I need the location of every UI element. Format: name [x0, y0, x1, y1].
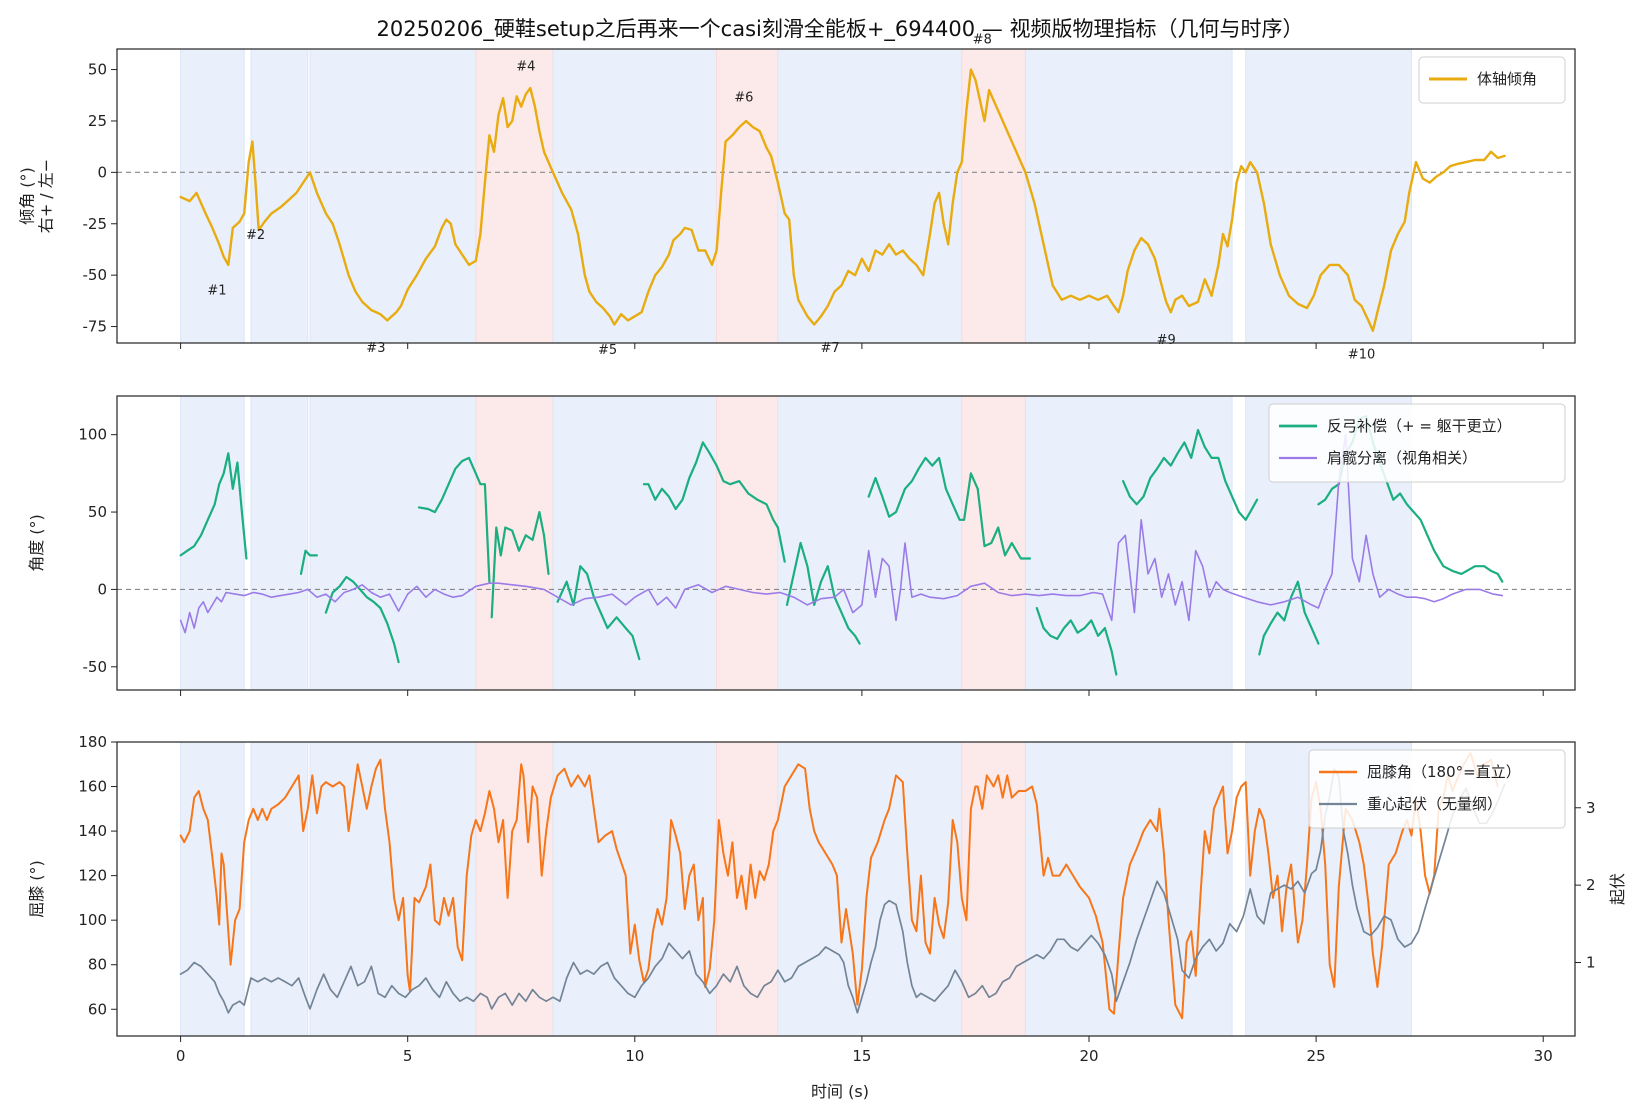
segment-band-6 — [716, 48, 779, 344]
series-line-1-0-5 — [556, 565, 641, 661]
series-line-1-0-9 — [1035, 606, 1118, 676]
series-line-1-0-4 — [490, 510, 550, 619]
segment-band-1 — [180, 48, 245, 344]
legend-entry: 体轴倾角 — [1477, 70, 1537, 88]
y-tick-label: 0 — [97, 163, 107, 181]
y-tick-label: 100 — [78, 911, 107, 929]
y-axis-label: 屈膝 (°) — [27, 860, 46, 918]
y-axis-label: 右+ / 左− — [37, 159, 56, 233]
segment-band-7 — [777, 741, 963, 1037]
segment-label-8: #8 — [973, 33, 992, 48]
y-tick-label: 50 — [88, 503, 107, 521]
series-line-1-0-2 — [324, 575, 400, 664]
segment-label-5: #5 — [598, 343, 617, 358]
segment-band-9 — [1024, 48, 1233, 344]
segment-band-2 — [250, 48, 309, 344]
x-tick-label: 5 — [403, 1047, 413, 1065]
segment-label-9: #9 — [1157, 333, 1176, 348]
segment-band-8 — [961, 395, 1026, 691]
segment-band-7 — [777, 395, 963, 691]
legend-entry: 屈膝角（180°=直立） — [1367, 763, 1521, 781]
y-tick-label: 60 — [88, 1000, 107, 1018]
axes-frame — [116, 395, 1576, 691]
segment-label-4: #4 — [516, 59, 535, 74]
segment-label-1: #1 — [207, 284, 226, 299]
y-tick-label: 0 — [97, 580, 107, 598]
series-line-1-0-1 — [299, 549, 318, 576]
chart-title: 20250206_硬鞋setup之后再来一个casi刻滑全能板+_694400 … — [377, 17, 1304, 42]
legend-box — [1308, 749, 1566, 829]
y-axis-label: 角度 (°) — [27, 514, 46, 572]
segment-label-2: #2 — [246, 228, 265, 243]
segment-label-6: #6 — [734, 90, 753, 105]
y-axis-label: 倾角 (°) — [18, 167, 37, 225]
series-line-1-1-0 — [179, 433, 1504, 634]
axes-frame — [116, 48, 1576, 344]
segment-band-1 — [180, 395, 245, 691]
x-tick-label: 0 — [176, 1047, 186, 1065]
series-line-1-0-10 — [1121, 428, 1259, 521]
segment-band-6 — [716, 395, 779, 691]
series-line-1-0-0 — [179, 452, 248, 560]
legend-box — [1418, 56, 1566, 104]
segment-band-4 — [475, 48, 554, 344]
legend-entry: 反弓补偿（+ = 躯干更立） — [1327, 417, 1512, 435]
panel-body-lean: #1 #2 #3 #4 #5 #6 #7 #8 #9 #10 -75 -50 -25 0 25 50 倾角 (°… — [18, 33, 1576, 362]
x-tick-label: 20 — [1079, 1047, 1098, 1065]
segment-band-5 — [552, 48, 718, 344]
y2-tick-label: 1 — [1586, 954, 1596, 972]
segment-band-9 — [1024, 741, 1233, 1037]
y-tick-label: -50 — [83, 658, 108, 676]
segment-band-3 — [309, 48, 477, 344]
y-tick-label: 25 — [88, 112, 107, 130]
y-tick-label: -25 — [83, 215, 108, 233]
y-tick-label: 120 — [78, 867, 107, 885]
series-line-1-0-6 — [642, 441, 786, 563]
x-tick-label: 10 — [625, 1047, 644, 1065]
y-tick-label: 100 — [78, 426, 107, 444]
series-line-0-0-0 — [179, 68, 1506, 332]
y-tick-label: 50 — [88, 61, 107, 79]
panel-knee-flexion: 60 80 100 120 140 160 180 0 5 10 15 20 25 30 1 2 3 起伏 屈膝 (… — [27, 733, 1627, 1065]
segment-band-1 — [180, 741, 245, 1037]
segment-band-9 — [1024, 395, 1233, 691]
y-tick-label: 160 — [78, 778, 107, 796]
segment-label-3: #3 — [366, 341, 385, 356]
x-axis-label: 时间 (s) — [811, 1082, 869, 1101]
y-tick-label: 180 — [78, 733, 107, 751]
y2-axis-label: 起伏 — [1608, 873, 1627, 905]
x-tick-label: 25 — [1307, 1047, 1326, 1065]
series-line-1-0-11 — [1258, 580, 1320, 656]
segment-band-10 — [1245, 48, 1412, 344]
legend-entry: 肩髋分离（视角相关） — [1327, 449, 1477, 467]
y-tick-label: 80 — [88, 956, 107, 974]
legend-box — [1268, 403, 1566, 483]
segment-band-4 — [475, 741, 554, 1037]
y2-tick-label: 3 — [1586, 799, 1596, 817]
x-tick-label: 15 — [852, 1047, 871, 1065]
series-line-2-0-0 — [179, 752, 1499, 1020]
axes-frame — [116, 741, 1576, 1037]
legend-entry: 重心起伏（无量纲） — [1367, 795, 1502, 813]
segment-band-8 — [961, 741, 1026, 1037]
segment-band-2 — [250, 395, 309, 691]
y2-tick-label: 2 — [1586, 876, 1596, 894]
x-tick-label: 30 — [1534, 1047, 1553, 1065]
segment-band-8 — [961, 48, 1026, 344]
y-tick-label: -50 — [83, 266, 108, 284]
segment-label-7: #7 — [821, 341, 840, 356]
panel-compensation-angles: -50 0 50 100 角度 (°) 反弓补偿（+ = 躯干更立） 肩髋分离（视角相关） — [27, 395, 1576, 696]
series-line-1-0-3 — [417, 456, 491, 583]
series-line-2-1-0 — [179, 768, 1506, 1014]
segment-label-10: #10 — [1348, 347, 1375, 362]
series-line-1-0-7 — [785, 541, 861, 645]
series-line-1-0-8 — [867, 456, 1032, 560]
y-tick-label: -75 — [83, 318, 108, 336]
segment-band-5 — [552, 741, 718, 1037]
y-tick-label: 140 — [78, 822, 107, 840]
segment-band-2 — [250, 741, 309, 1037]
segment-band-3 — [309, 395, 477, 691]
segment-band-7 — [777, 48, 963, 344]
